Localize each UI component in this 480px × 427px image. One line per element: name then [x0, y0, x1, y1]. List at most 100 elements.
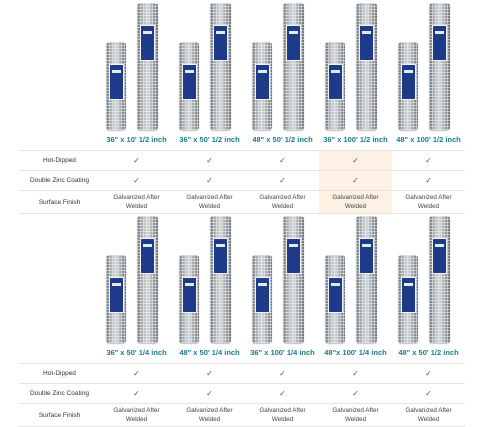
table-row: Double Zinc Coating ✓ ✓ ✓ ✓ ✓ — [19, 383, 465, 403]
wire-mesh-roll — [398, 255, 418, 343]
roll-label-tag — [182, 277, 197, 313]
roll-label-tag — [401, 277, 416, 313]
product-image — [246, 0, 319, 130]
wire-mesh-roll — [179, 255, 199, 343]
check-icon: ✓ — [133, 176, 140, 185]
roll-label-tag — [432, 25, 447, 61]
roll-label-tag — [109, 64, 124, 100]
row-header: Surface Finish — [38, 198, 81, 206]
roll-label-tag — [140, 238, 155, 274]
check-icon: ✓ — [133, 389, 140, 398]
roll-label-tag — [401, 64, 416, 100]
check-icon: ✓ — [319, 171, 392, 190]
size-label: 36" x 50' 1/4 inch — [106, 348, 167, 357]
check-icon: ✓ — [425, 176, 432, 185]
product-image — [100, 0, 173, 130]
wire-mesh-roll — [106, 42, 126, 130]
roll-label-tag — [255, 277, 270, 313]
table-cell: Galvanized After Welded — [405, 194, 452, 210]
check-icon: ✓ — [279, 369, 286, 378]
size-label: 36" x 10' 1/2 inch — [106, 135, 167, 144]
row-header: Double Zinc Coating — [30, 177, 89, 184]
wire-mesh-roll — [210, 216, 231, 343]
wire-mesh-roll — [137, 3, 158, 130]
check-icon: ✓ — [279, 176, 286, 185]
roll-label-tag — [432, 238, 447, 274]
size-label: 36" x 100' 1/4 inch — [250, 348, 315, 357]
table-cell: Galvanized After Welded — [259, 407, 306, 423]
size-label: 48" x 50' 1/2 inch — [398, 348, 459, 357]
product-image — [246, 213, 319, 343]
roll-label-tag — [213, 25, 228, 61]
wire-mesh-roll — [137, 216, 158, 343]
size-labels-row: 36" x 50' 1/4 inch 48" x 50' 1/4 inch 36" … — [100, 348, 465, 360]
table-cell: Galvanized After Welded — [186, 407, 233, 423]
table-row: Surface Finish Galvanized After Welded Gal… — [19, 403, 465, 427]
wire-mesh-roll — [106, 255, 126, 343]
table-row: Hot-Dipped ✓ ✓ ✓ ✓ ✓ — [19, 150, 465, 170]
table-cell: Galvanized After Welded — [113, 407, 160, 423]
roll-label-tag — [140, 25, 155, 61]
table-cell: Galvanized After Welded — [186, 194, 233, 210]
check-icon: ✓ — [206, 369, 213, 378]
roll-label-tag — [286, 25, 301, 61]
product-image — [319, 0, 392, 130]
row-header: Hot-Dipped — [43, 370, 76, 377]
check-icon: ✓ — [425, 156, 432, 165]
wire-mesh-roll — [356, 3, 377, 130]
product-image — [100, 213, 173, 343]
table-cell: Galvanized After Welded — [113, 194, 160, 210]
check-icon: ✓ — [206, 389, 213, 398]
wire-mesh-roll — [325, 42, 345, 130]
roll-label-tag — [213, 238, 228, 274]
check-icon: ✓ — [133, 156, 140, 165]
wire-mesh-roll — [210, 3, 231, 130]
check-icon: ✓ — [352, 389, 359, 398]
roll-label-tag — [359, 238, 374, 274]
size-label: 36" x 50' 1/2 inch — [179, 135, 240, 144]
roll-label-tag — [286, 238, 301, 274]
check-icon: ✓ — [206, 176, 213, 185]
size-label: 48" x 50' 1/2 inch — [252, 135, 313, 144]
size-label: 36" x 100' 1/2 inch — [323, 135, 388, 144]
wire-mesh-roll — [179, 42, 199, 130]
roll-label-tag — [255, 64, 270, 100]
check-icon: ✓ — [279, 389, 286, 398]
roll-label-tag — [328, 64, 343, 100]
product-image — [392, 213, 465, 343]
row-header: Double Zinc Coating — [30, 390, 89, 397]
check-icon: ✓ — [206, 156, 213, 165]
check-icon: ✓ — [133, 369, 140, 378]
wire-mesh-roll — [398, 42, 418, 130]
check-icon: ✓ — [319, 151, 392, 170]
size-label: 48"x 100' 1/4 inch — [324, 348, 387, 357]
product-image — [319, 213, 392, 343]
table-row: Surface Finish Galvanized After Welded Gal… — [19, 190, 465, 214]
wire-mesh-roll — [356, 216, 377, 343]
wire-mesh-roll — [252, 255, 272, 343]
row-header: Surface Finish — [38, 411, 81, 419]
product-images-row — [100, 0, 465, 130]
table-cell: Galvanized After Welded — [332, 407, 379, 423]
wire-mesh-roll — [283, 216, 304, 343]
check-icon: ✓ — [425, 369, 432, 378]
table-cell: Galvanized After Welded — [259, 194, 306, 210]
roll-label-tag — [109, 277, 124, 313]
wire-mesh-roll — [283, 3, 304, 130]
row-header: Hot-Dipped — [43, 157, 76, 164]
check-icon: ✓ — [352, 369, 359, 378]
roll-label-tag — [182, 64, 197, 100]
size-labels-row: 36" x 10' 1/2 inch 36" x 50' 1/2 inch 48" … — [100, 135, 465, 147]
size-label: 48" x 50' 1/4 inch — [179, 348, 240, 357]
wire-mesh-roll — [429, 3, 450, 130]
table-cell: Galvanized After Welded — [405, 407, 452, 423]
product-image — [392, 0, 465, 130]
size-label: 48" x 100' 1/2 inch — [396, 135, 461, 144]
wire-mesh-roll — [429, 216, 450, 343]
product-image — [173, 213, 246, 343]
table-row: Hot-Dipped ✓ ✓ ✓ ✓ ✓ — [19, 363, 465, 383]
wire-mesh-roll — [325, 255, 345, 343]
product-images-row — [100, 213, 465, 343]
table-cell: Galvanized After Welded — [319, 191, 392, 213]
roll-label-tag — [328, 277, 343, 313]
